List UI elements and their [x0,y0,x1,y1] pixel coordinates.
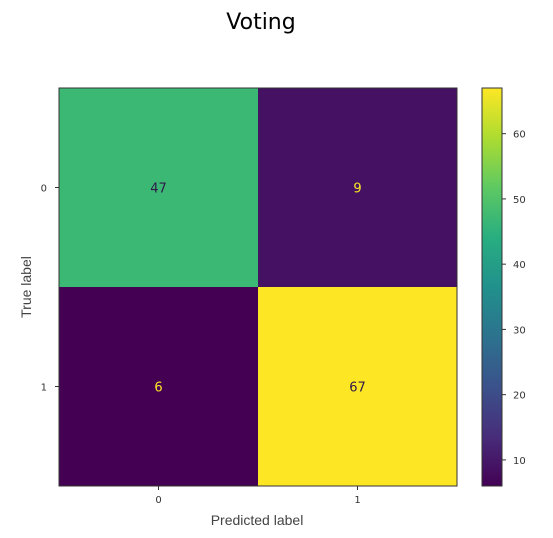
x-tick-label: 1 [354,495,360,506]
colorbar-tick-label: 10 [513,456,526,467]
plot-frame [58,87,458,487]
matrix-cells: 47 9 6 67 [59,88,457,486]
colorbar-tick-label: 60 [513,130,526,141]
y-axis-ticks: 01 [41,184,59,394]
x-axis-label: Predicted label [211,512,304,528]
matrix-cell [59,88,258,287]
matrix-cell [258,88,457,287]
y-tick-label: 0 [41,184,47,195]
chart-title: Voting [226,10,295,35]
colorbar [481,87,503,487]
colorbar-ticks: 10 20 30 40 50 60 [502,130,526,467]
cell-value-label: 9 [353,182,361,197]
matrix-cell [258,287,457,486]
cell-value-label: 67 [349,381,366,396]
colorbar-tick-label: 20 [513,391,526,402]
x-tick-label: 0 [155,495,161,506]
colorbar-tick-label: 40 [513,260,526,271]
colorbar-tick-label: 50 [513,195,526,206]
cell-value-label: 47 [150,182,167,197]
matrix-cell [59,287,258,486]
cell-value-label: 6 [154,381,162,396]
colorbar-tick-label: 30 [513,325,526,336]
y-axis-label: True label [18,256,34,318]
y-tick-label: 1 [41,383,47,394]
